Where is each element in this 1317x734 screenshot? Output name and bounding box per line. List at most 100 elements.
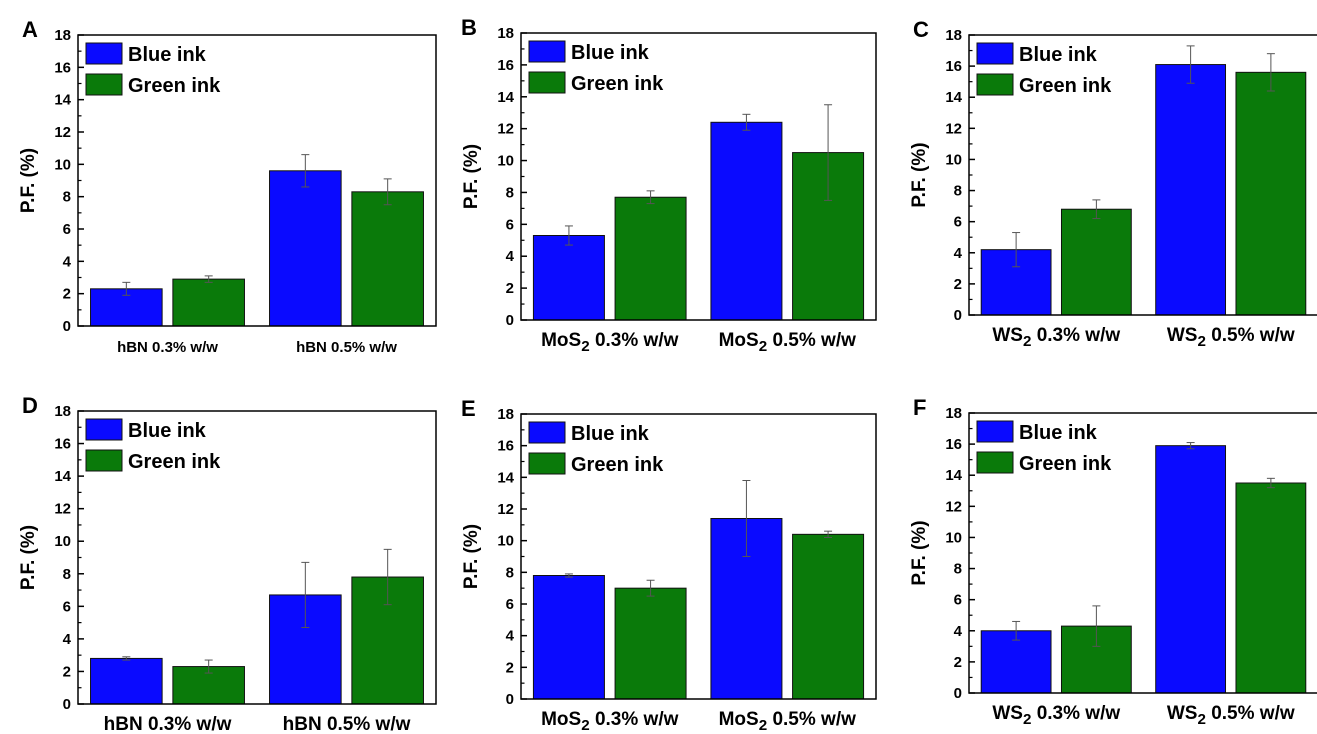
panel-letter: B bbox=[461, 15, 477, 40]
legend-swatch bbox=[528, 452, 566, 475]
y-tick-label-3: 6 bbox=[506, 216, 514, 233]
y-tick-label-8: 16 bbox=[54, 59, 71, 76]
y-tick-label-6: 12 bbox=[497, 501, 514, 518]
y-tick-label-6: 12 bbox=[945, 498, 962, 515]
error-bar-blue-0 bbox=[564, 573, 573, 578]
bar-blue-1 bbox=[1155, 64, 1227, 316]
error-bar-blue-1 bbox=[1186, 442, 1195, 450]
bar-blue-0 bbox=[532, 234, 605, 321]
bar-green-1 bbox=[351, 191, 424, 327]
legend-item-blue: Blue ink bbox=[85, 418, 207, 442]
y-tick-label-8: 16 bbox=[54, 436, 71, 453]
y-tick-label-7: 14 bbox=[54, 92, 71, 109]
legend-label: Blue ink bbox=[128, 44, 207, 66]
y-tick-label-4: 8 bbox=[954, 183, 962, 200]
bar-blue-0 bbox=[532, 575, 605, 700]
bar-blue-0 bbox=[90, 657, 163, 705]
panel-e: E 0 2 4 6 8 10 12 14 16 18 P.F. (%) MoS2 0.3% w/w MoS… bbox=[461, 396, 877, 734]
plot-frame bbox=[77, 34, 437, 327]
panel-d: D 0 2 4 6 8 10 12 14 16 18 P.F. (%) hBN 0.3% w/w hBN … bbox=[18, 393, 437, 734]
y-tick-label-5: 10 bbox=[54, 533, 71, 550]
x-tick-label-1: hBN 0.5% w/w bbox=[283, 714, 411, 734]
y-tick-label-4: 8 bbox=[63, 189, 71, 206]
y-tick-label-0: 0 bbox=[954, 307, 962, 324]
error-bar-blue-1 bbox=[301, 154, 310, 188]
y-tick-label-1: 2 bbox=[63, 286, 71, 303]
x-tick-label-1: MoS2 0.5% w/w bbox=[719, 330, 856, 355]
bar-green-0 bbox=[1060, 208, 1132, 316]
legend-swatch bbox=[976, 73, 1014, 96]
error-bar-blue-1 bbox=[301, 561, 310, 628]
y-tick-label-2: 4 bbox=[63, 631, 72, 648]
bar-green-1 bbox=[1235, 482, 1307, 694]
x-tick-label-1: hBN 0.5% w/w bbox=[296, 339, 397, 356]
y-tick-label-9: 18 bbox=[497, 25, 514, 42]
y-tick-label-1: 2 bbox=[954, 276, 962, 293]
y-tick-label-7: 14 bbox=[54, 468, 71, 485]
error-bar-blue-0 bbox=[122, 281, 131, 296]
panel-letter: E bbox=[461, 396, 476, 421]
legend-swatch bbox=[85, 449, 123, 472]
legend-swatch bbox=[85, 418, 123, 441]
y-axis-label: P.F. (%) bbox=[18, 525, 39, 590]
y-tick-label-0: 0 bbox=[63, 318, 71, 335]
y-tick-label-7: 14 bbox=[945, 467, 962, 484]
legend-label: Green ink bbox=[571, 73, 664, 95]
error-bar-green-0 bbox=[646, 579, 655, 597]
y-tick-label-0: 0 bbox=[506, 691, 514, 708]
panel-letter: F bbox=[913, 395, 926, 420]
legend-item-green: Green ink bbox=[528, 71, 664, 95]
y-tick-label-7: 14 bbox=[497, 89, 514, 106]
error-bar-blue-0 bbox=[122, 656, 131, 661]
bar-green-0 bbox=[614, 587, 687, 700]
y-tick-label-8: 16 bbox=[945, 58, 962, 75]
error-bar-green-0 bbox=[646, 190, 655, 205]
y-tick-label-1: 2 bbox=[506, 659, 514, 676]
y-tick-label-3: 6 bbox=[63, 598, 71, 615]
legend-item-blue: Blue ink bbox=[528, 40, 650, 64]
legend-label: Green ink bbox=[571, 454, 664, 476]
y-tick-label-8: 16 bbox=[945, 436, 962, 453]
y-tick-label-4: 8 bbox=[506, 184, 514, 201]
error-bar-green-0 bbox=[1092, 605, 1101, 647]
error-bar-green-1 bbox=[824, 530, 833, 538]
error-bar-blue-1 bbox=[1186, 45, 1195, 84]
legend-item-blue: Blue ink bbox=[85, 42, 207, 66]
legend-label: Green ink bbox=[128, 75, 221, 97]
error-bar-blue-1 bbox=[742, 480, 751, 557]
legend-swatch bbox=[85, 42, 123, 65]
y-tick-label-3: 6 bbox=[954, 592, 962, 609]
bar-blue-1 bbox=[1155, 445, 1227, 694]
legend-label: Green ink bbox=[128, 451, 221, 473]
legend-item-blue: Blue ink bbox=[976, 420, 1098, 444]
y-tick-label-3: 6 bbox=[63, 221, 71, 238]
y-tick-label-2: 4 bbox=[63, 253, 72, 270]
y-tick-label-9: 18 bbox=[54, 403, 71, 420]
plot-frame bbox=[520, 32, 877, 321]
legend-item-blue: Blue ink bbox=[528, 421, 650, 445]
y-tick-label-2: 4 bbox=[506, 248, 515, 265]
legend-label: Blue ink bbox=[571, 42, 650, 64]
y-axis-label: P.F. (%) bbox=[909, 142, 930, 207]
x-tick-label-0: WS2 0.3% w/w bbox=[992, 703, 1120, 728]
y-tick-label-9: 18 bbox=[945, 405, 962, 422]
y-tick-label-9: 18 bbox=[945, 27, 962, 44]
legend-label: Blue ink bbox=[128, 420, 207, 442]
y-tick-label-5: 10 bbox=[945, 151, 962, 168]
error-bar-green-1 bbox=[824, 104, 833, 201]
y-tick-label-4: 8 bbox=[506, 564, 514, 581]
y-tick-label-2: 4 bbox=[954, 245, 963, 262]
x-tick-label-1: MoS2 0.5% w/w bbox=[719, 709, 856, 734]
panel-letter: C bbox=[913, 17, 929, 42]
x-tick-label-0: MoS2 0.3% w/w bbox=[541, 709, 678, 734]
y-tick-label-7: 14 bbox=[945, 89, 962, 106]
y-tick-label-6: 12 bbox=[54, 124, 71, 141]
bar-green-1 bbox=[1235, 71, 1307, 316]
legend-item-blue: Blue ink bbox=[976, 42, 1098, 66]
y-tick-label-6: 12 bbox=[54, 501, 71, 518]
error-bar-blue-0 bbox=[1012, 232, 1021, 268]
legend-swatch bbox=[976, 42, 1014, 65]
panel-a: A 0 2 4 6 8 10 12 14 16 18 P.F. (%) hBN 0.3% w/w hBN … bbox=[18, 17, 437, 356]
plot-frame bbox=[968, 34, 1317, 316]
